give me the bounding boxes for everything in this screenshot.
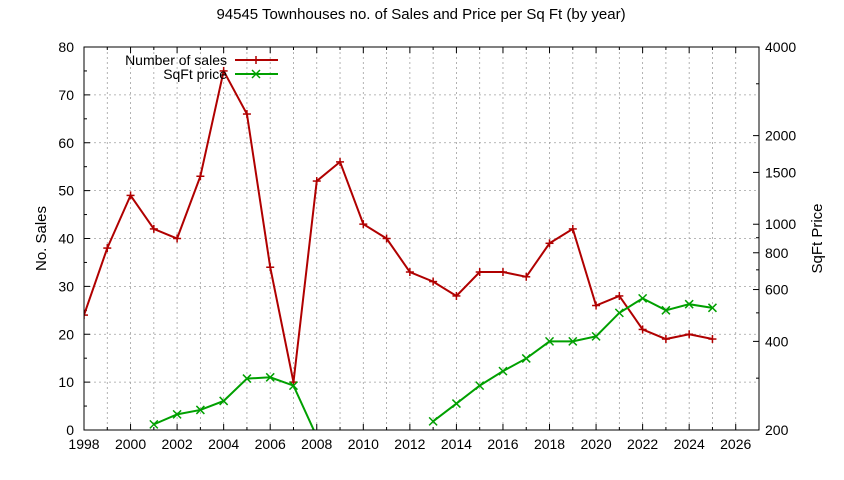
data-point (615, 291, 624, 300)
x-tick-label: 2012 (394, 436, 425, 452)
x-tick-label: 2026 (720, 436, 751, 452)
data-point (638, 325, 647, 334)
x-tick-label: 2008 (301, 436, 332, 452)
data-point (498, 366, 508, 376)
plot-frame (83, 46, 760, 431)
data-point (661, 335, 670, 344)
x-axis-ticks: 1998 2000 2002 2004 2006 2008 2010 2012 2014 2016… (68, 47, 760, 452)
series-layer (84, 66, 717, 430)
y-axis-ticks: 0 10 20 30 40 50 60 70 80 (58, 39, 90, 438)
y2-tick-label: 200 (765, 422, 789, 438)
data-point (707, 303, 717, 313)
x-tick-label: 2020 (580, 436, 611, 452)
x-tick-label: 2002 (162, 436, 193, 452)
y2-tick-label: 1500 (765, 164, 796, 180)
y-tick-label: 80 (58, 39, 74, 55)
data-point (685, 330, 694, 339)
y-tick-label: 40 (58, 231, 74, 247)
x-tick-label: 2016 (487, 436, 518, 452)
data-point (545, 239, 554, 248)
y-tick-label: 70 (58, 87, 74, 103)
legend-marker (252, 56, 260, 64)
y2-tick-label: 600 (765, 282, 789, 298)
data-point (428, 416, 438, 426)
data-point (568, 224, 577, 233)
y2-tick-label: 2000 (765, 128, 796, 144)
data-point (149, 419, 159, 429)
x-tick-label: 2022 (627, 436, 658, 452)
y-axis-label: No. Sales (33, 206, 50, 271)
x-tick-label: 2000 (115, 436, 146, 452)
data-point (336, 157, 345, 166)
data-point (219, 66, 228, 75)
data-point (544, 336, 555, 346)
y-tick-label: 50 (58, 183, 74, 199)
y-tick-label: 60 (58, 135, 74, 151)
y-tick-label: 0 (66, 422, 74, 438)
data-point (382, 234, 391, 243)
data-point (359, 220, 368, 229)
data-point (242, 110, 251, 119)
data-point (451, 399, 461, 409)
data-point (405, 268, 414, 277)
y2-axis-ticks: 200 400 600 800 1000 1500 2000 4000 (753, 39, 796, 438)
series-number-of-sales (84, 66, 717, 387)
series-line (84, 68, 713, 383)
data-point (149, 224, 158, 233)
x-tick-label: 1998 (68, 436, 99, 452)
data-point (429, 277, 438, 286)
data-point (592, 301, 601, 310)
y2-tick-label: 400 (765, 333, 789, 349)
data-point (591, 331, 601, 341)
legend-marker (251, 69, 261, 79)
data-point (196, 172, 205, 181)
y-tick-label: 30 (58, 278, 74, 294)
x-tick-label: 2014 (441, 436, 472, 452)
data-point (195, 405, 205, 415)
data-point (661, 305, 671, 315)
data-point (173, 234, 182, 243)
data-point (498, 268, 507, 277)
data-point (84, 311, 88, 320)
data-point (242, 374, 252, 384)
x-tick-label: 2010 (348, 436, 379, 452)
y2-axis-label: SqFt Price (809, 203, 826, 273)
y2-tick-label: 1000 (765, 216, 796, 232)
data-point (126, 191, 135, 200)
data-point (452, 291, 461, 300)
data-point (475, 381, 485, 391)
x-tick-label: 2018 (534, 436, 565, 452)
y2-tick-label: 800 (765, 245, 789, 261)
series-line (153, 376, 315, 430)
chart-title: 94545 Townhouses no. of Sales and Price … (216, 6, 625, 23)
data-point (568, 336, 578, 346)
y-tick-label: 10 (58, 374, 74, 390)
x-tick-label: 2006 (255, 436, 286, 452)
legend-label: SqFt price (163, 66, 227, 82)
y2-tick-label: 4000 (765, 39, 796, 55)
data-point (103, 244, 112, 253)
data-point (522, 272, 531, 281)
data-point (638, 293, 648, 303)
series-sqft-price (149, 293, 717, 430)
x-tick-label: 2004 (208, 436, 239, 452)
data-point (312, 177, 321, 186)
data-point (288, 381, 299, 391)
legend-label: Number of sales (125, 52, 227, 68)
data-point (475, 268, 484, 277)
y-tick-label: 20 (58, 326, 74, 342)
data-point (521, 353, 531, 363)
data-point (219, 396, 229, 406)
data-point (266, 263, 275, 272)
data-point (708, 335, 717, 344)
data-point (265, 372, 275, 382)
data-point (684, 299, 694, 309)
grid-lines (84, 47, 759, 430)
x-tick-label: 2024 (674, 436, 705, 452)
data-point (614, 308, 624, 318)
data-point (172, 409, 182, 419)
